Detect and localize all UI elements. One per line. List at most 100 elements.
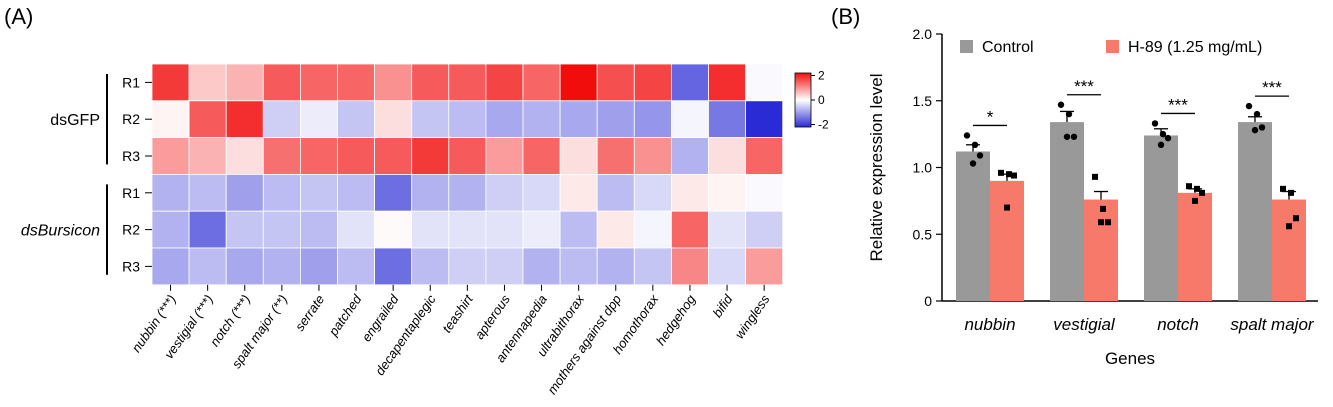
heatmap-cell xyxy=(559,137,598,175)
significance-marker: * xyxy=(987,107,994,126)
heatmap-cell xyxy=(596,247,635,286)
heatmap-cell xyxy=(522,210,561,249)
heatmap-cell xyxy=(633,100,672,139)
heatmap-cell xyxy=(337,63,375,102)
bar xyxy=(990,180,1024,301)
heatmap-cell xyxy=(485,210,524,249)
y-tick-label: 1.5 xyxy=(913,93,933,109)
y-tick-label: 0.5 xyxy=(913,226,933,242)
heatmap-cell xyxy=(448,100,487,139)
heatmap-cell xyxy=(633,247,672,286)
bar-chart: 0 0.5 1.0 1.5 2.0 Relative expression level Ge… xyxy=(867,26,1318,368)
bar xyxy=(1272,199,1306,301)
heatmap-cell xyxy=(745,100,784,139)
data-point xyxy=(1253,110,1261,118)
heatmap-cell xyxy=(559,247,598,286)
colorbar-label: 0 xyxy=(818,93,825,107)
y-tick-label: 0 xyxy=(924,293,932,309)
heatmap-cell xyxy=(151,210,190,249)
heatmap-cell xyxy=(374,63,413,102)
y-axis-title: Relative expression level xyxy=(867,73,886,261)
significance-marker: *** xyxy=(1168,95,1188,114)
data-point xyxy=(1186,183,1192,190)
heatmap-cell xyxy=(485,63,524,102)
heatmap-cell xyxy=(522,137,561,175)
heatmap-cell xyxy=(671,63,709,102)
data-point xyxy=(1057,101,1065,108)
heatmap-cell xyxy=(485,137,524,175)
y-tick-label: 2.0 xyxy=(913,26,933,42)
heatmap-cell xyxy=(522,100,561,139)
row-label: R2 xyxy=(122,111,140,127)
data-point xyxy=(1011,172,1017,179)
data-point xyxy=(1293,215,1299,222)
bar xyxy=(1144,135,1178,301)
heatmap-cell xyxy=(745,137,784,175)
heatmap-cell xyxy=(522,63,561,102)
heatmap-cell xyxy=(559,210,598,249)
heatmap-cell xyxy=(745,63,784,102)
heatmap-cell xyxy=(633,63,672,102)
heatmap-cell xyxy=(151,63,190,102)
heatmap-cell xyxy=(151,137,190,175)
heatmap-cell xyxy=(708,100,746,139)
panel-a-label: (A) xyxy=(4,4,33,29)
bar xyxy=(1238,122,1272,301)
group-label: dsGFP xyxy=(50,112,100,129)
heatmap-cell xyxy=(485,100,524,139)
data-point xyxy=(1258,124,1266,131)
heatmap-cell xyxy=(596,100,635,139)
legend-swatch xyxy=(1106,40,1119,53)
heatmap-cell xyxy=(559,63,598,102)
colorbar xyxy=(794,72,812,128)
category-label: vestigial xyxy=(1053,315,1116,334)
heatmap-cell xyxy=(299,63,338,102)
category-label: notch xyxy=(1157,315,1199,334)
data-point xyxy=(1194,185,1200,192)
heatmap-cell xyxy=(485,247,524,286)
panel-b-label: (B) xyxy=(831,4,860,29)
heatmap-cell xyxy=(225,63,264,102)
significance-marker: *** xyxy=(1262,78,1282,97)
heatmap-cell xyxy=(188,137,227,175)
heatmap-cell xyxy=(262,173,301,212)
heatmap-cell xyxy=(299,137,338,175)
data-point xyxy=(1063,133,1071,140)
data-point xyxy=(1251,126,1259,134)
column-label: wingless xyxy=(732,292,773,342)
heatmap-cell xyxy=(225,137,264,175)
colorbar-label: -2 xyxy=(818,118,829,132)
heatmap-cell xyxy=(671,137,709,175)
heatmap-cell xyxy=(299,247,338,286)
heatmap-cell xyxy=(708,247,746,286)
heatmap-cell xyxy=(188,173,227,212)
legend-label: H-89 (1.25 mg/mL) xyxy=(1128,39,1262,56)
heatmap-cell xyxy=(411,210,450,249)
group-label: dsBursicon xyxy=(21,223,100,240)
heatmap-cell xyxy=(448,137,487,175)
data-point xyxy=(1151,120,1159,127)
heatmap-cell xyxy=(262,63,301,102)
heatmap-cell xyxy=(671,100,709,139)
heatmap-cell xyxy=(633,210,672,249)
row-label: R2 xyxy=(122,222,140,238)
legend-swatch xyxy=(960,40,973,53)
data-point xyxy=(1159,130,1167,138)
data-point xyxy=(1100,205,1106,212)
heatmap-cell xyxy=(225,100,264,139)
category-label: spalt major xyxy=(1230,315,1314,334)
heatmap-cell xyxy=(448,63,487,102)
data-point xyxy=(1164,134,1172,142)
legend-label: Control xyxy=(982,39,1034,56)
data-point xyxy=(971,141,979,149)
heatmap-cell xyxy=(299,210,338,249)
data-point xyxy=(1004,204,1010,211)
heatmap-cell xyxy=(633,137,672,175)
heatmap-cell xyxy=(225,173,264,212)
data-point xyxy=(1288,189,1294,196)
heatmap-cell xyxy=(596,210,635,249)
data-point xyxy=(1199,189,1205,196)
row-label: R3 xyxy=(122,258,140,274)
